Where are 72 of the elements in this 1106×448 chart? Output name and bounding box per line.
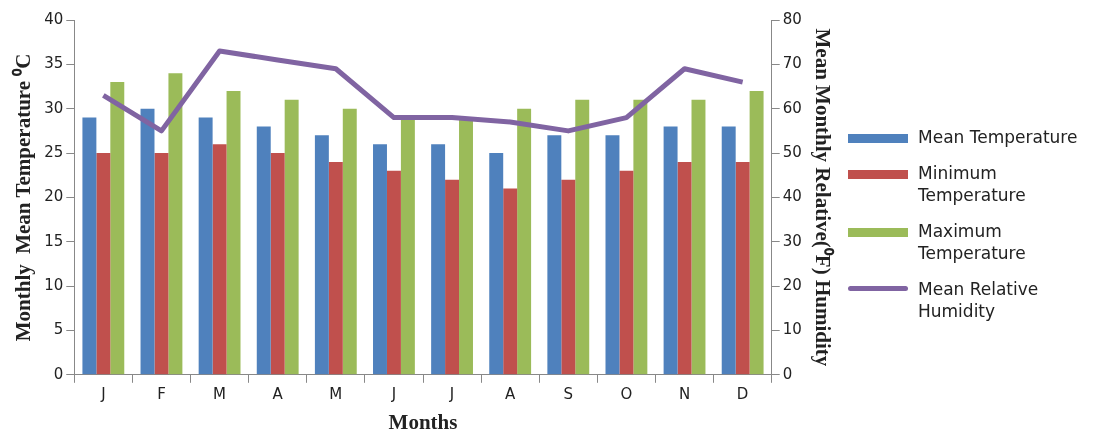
bar	[328, 161, 343, 375]
legend-label: Mean Relative Humidity	[918, 278, 1040, 322]
bar	[342, 108, 357, 375]
bar	[284, 99, 299, 375]
bar	[517, 108, 532, 375]
bar	[489, 153, 504, 375]
bar	[677, 161, 692, 375]
bar	[314, 135, 329, 375]
bar	[400, 117, 415, 375]
bar	[168, 73, 183, 375]
bar	[82, 117, 97, 375]
x-tick-label: F	[157, 384, 166, 403]
y2-tick-label: 0	[782, 364, 793, 383]
y2-tick-label: 30	[782, 231, 802, 250]
x-tick-label: J	[100, 384, 106, 403]
y-tick-label: 35	[44, 54, 64, 73]
x-tick-label: A	[505, 384, 517, 403]
y-tick-label: 40	[44, 9, 64, 28]
y-tick-label: 0	[53, 364, 64, 383]
y2-tick-label: 10	[782, 320, 802, 339]
bar	[226, 90, 241, 375]
bar	[445, 179, 460, 375]
bar	[198, 117, 213, 375]
y-tick-label: 20	[44, 187, 64, 206]
y-tick-label: 15	[44, 231, 64, 250]
bar	[373, 144, 387, 375]
bar	[96, 153, 111, 375]
y2-tick-label: 20	[782, 275, 802, 294]
bar	[575, 99, 590, 375]
y-tick-label: 25	[44, 142, 64, 161]
bar	[110, 82, 125, 375]
bar	[633, 99, 648, 375]
legend-label: Mean Temperature	[918, 126, 1078, 148]
bar	[691, 99, 706, 375]
x-tick-label: N	[678, 384, 691, 403]
bar	[503, 188, 518, 375]
y-tick-label: 5	[53, 320, 64, 339]
bar	[721, 126, 736, 375]
bar	[386, 170, 401, 375]
y2-tick-label: 60	[782, 98, 802, 117]
x-tick-label: O	[620, 384, 633, 403]
x-tick-label: D	[736, 384, 749, 403]
bar	[735, 161, 750, 375]
y2-tick-label: 70	[782, 54, 802, 73]
bar	[431, 144, 446, 375]
bar	[605, 135, 620, 375]
bar	[154, 153, 169, 375]
x-tick-label: M	[213, 384, 227, 403]
bar	[140, 108, 155, 375]
x-tick-label: A	[272, 384, 284, 403]
bar	[547, 135, 562, 375]
x-tick-label: M	[329, 384, 343, 403]
y2-tick-label: 40	[782, 187, 802, 206]
y2-tick-label: 50	[782, 142, 802, 161]
y2-axis-title: Mean Monthly Relative(⁰F) Humidity	[810, 28, 835, 367]
x-axis-title: Months	[388, 409, 458, 434]
bar	[561, 179, 576, 375]
y-tick-label: 10	[44, 275, 64, 294]
y2-tick-label: 80	[782, 9, 802, 28]
x-tick-label: J	[448, 384, 455, 403]
x-tick-label: J	[390, 384, 397, 403]
bar	[270, 153, 285, 375]
bar	[619, 170, 634, 375]
bar	[663, 126, 678, 375]
x-tick-label: S	[563, 384, 574, 403]
bar	[749, 90, 764, 375]
bar	[212, 144, 227, 375]
y-tick-label: 30	[44, 98, 64, 117]
legend-label: Maximum Temperature	[918, 220, 1027, 264]
y-axis-title: Monthly Mean Temperature ⁰C	[11, 53, 36, 342]
legend-label: Minimum Temperature	[918, 162, 1027, 206]
bar	[256, 126, 271, 375]
